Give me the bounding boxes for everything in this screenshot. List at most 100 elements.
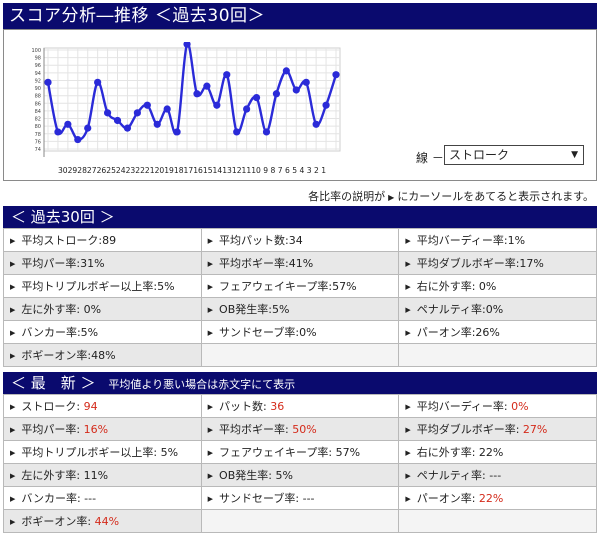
chevron-down-icon: ▼ — [571, 150, 578, 160]
stat-cell[interactable]: ▶ 平均トリプルボギー以上率:5% — [3, 274, 202, 298]
data-point — [243, 105, 251, 113]
latest-header-note: 平均値より悪い場合は赤文字にて表示 — [108, 378, 296, 391]
data-point — [332, 71, 340, 79]
data-point — [292, 86, 300, 94]
stat-cell[interactable]: ▶ OB発生率:5% — [200, 297, 400, 321]
data-point — [133, 109, 141, 117]
triangle-right-icon: ▶ — [207, 426, 214, 434]
stat-label: フェアウェイキープ率: — [219, 446, 336, 459]
stat-cell[interactable]: ▶ 左に外す率: 11% — [3, 463, 202, 487]
stat-cell[interactable]: ▶ ボギーオン率:48% — [3, 343, 202, 367]
stat-cell[interactable]: ▶ 平均バーディー率:1% — [398, 228, 597, 252]
stat-cell[interactable]: ▶ ストローク: 94 — [3, 394, 202, 418]
line-select-value: ストローク — [449, 148, 510, 162]
stat-cell[interactable]: ▶ 平均ストローク:89 — [3, 228, 202, 252]
triangle-right-icon: ▶ — [207, 403, 214, 411]
y-tick-label: 76 — [35, 139, 41, 145]
stat-cell[interactable]: ▶ 平均パット数:34 — [200, 228, 400, 252]
stat-cell[interactable]: ▶ 平均パー率:31% — [3, 251, 202, 275]
stat-text: 左に外す率: 0% — [21, 303, 102, 316]
triangle-right-icon: ▶ — [388, 193, 395, 202]
triangle-right-icon: ▶ — [207, 472, 214, 480]
stat-cell[interactable]: ▶ パット数: 36 — [200, 394, 400, 418]
data-point — [123, 124, 132, 132]
stat-text: 平均ダブルボギー率:17% — [416, 257, 544, 270]
triangle-right-icon: ▶ — [10, 518, 16, 526]
stat-text: 平均ボギー率:41% — [219, 257, 314, 270]
stat-text: フェアウェイキープ率:57% — [219, 280, 357, 293]
stat-cell[interactable]: ▶ 平均ボギー率: 50% — [200, 417, 400, 441]
stat-label: 平均トリプルボギー以上率: — [21, 446, 161, 459]
y-tick-label: 96 — [35, 63, 41, 69]
stats-row: ▶ 左に外す率: 0% ▶ OB発生率:5% ▶ ペナルティ率:0% — [3, 297, 597, 321]
stat-text: 平均バーディー率:1% — [416, 234, 526, 247]
stat-value: 22% — [478, 446, 504, 459]
stat-cell[interactable]: ▶ サンドセーブ率: --- — [200, 486, 400, 510]
triangle-right-icon: ▶ — [405, 495, 411, 503]
stat-cell[interactable]: ▶ 右に外す率: 0% — [398, 274, 597, 298]
triangle-right-icon: ▶ — [207, 306, 214, 314]
stat-label: 左に外す率: — [21, 469, 84, 482]
data-point — [272, 90, 281, 98]
stat-cell[interactable]: ▶ バンカー率:5% — [3, 320, 202, 344]
past30-stats-table: ▶ 平均ストローク:89 ▶ 平均パット数:34 ▶ 平均バーディー率:1% ▶ 平均パー率:… — [3, 228, 597, 367]
stat-value: 22% — [478, 492, 504, 505]
data-point — [193, 90, 201, 98]
y-tick-label: 88 — [35, 94, 41, 100]
empty-cell — [398, 509, 597, 533]
stat-label: サンドセーブ率: — [219, 492, 303, 505]
stat-cell[interactable]: ▶ パーオン率:26% — [398, 320, 597, 344]
stat-cell[interactable]: ▶ 平均ダブルボギー率:17% — [398, 251, 597, 275]
stat-cell[interactable]: ▶ 左に外す率: 0% — [3, 297, 202, 321]
stat-cell[interactable]: ▶ 平均トリプルボギー以上率: 5% — [3, 440, 202, 464]
stat-label: 平均ボギー率: — [219, 423, 293, 436]
stat-cell[interactable]: ▶ ボギーオン率: 44% — [3, 509, 202, 533]
stat-label: ペナルティ率: — [416, 469, 490, 482]
triangle-right-icon: ▶ — [10, 403, 16, 411]
stat-cell[interactable]: ▶ パーオン率: 22% — [398, 486, 597, 510]
stat-value: 16% — [83, 423, 109, 436]
data-point — [44, 78, 52, 86]
triangle-right-icon: ▶ — [405, 260, 411, 268]
stat-cell[interactable]: ▶ ペナルティ率:0% — [398, 297, 597, 321]
stat-cell[interactable]: ▶ ペナルティ率: --- — [398, 463, 597, 487]
stat-value: 36 — [270, 400, 285, 413]
stat-text: ボギーオン率:48% — [21, 349, 116, 362]
data-point — [233, 128, 241, 136]
stat-value: 5% — [275, 469, 293, 482]
data-point — [262, 128, 271, 136]
stat-cell[interactable]: ▶ 平均バーディー率: 0% — [398, 394, 597, 418]
stat-cell[interactable]: ▶ 平均ダブルボギー率: 27% — [398, 417, 597, 441]
stat-cell[interactable]: ▶ サンドセーブ率:0% — [200, 320, 400, 344]
latest-stats-table: ▶ ストローク: 94 ▶ パット数: 36 ▶ 平均バーディー率: 0% ▶ 平均パー率: … — [3, 394, 597, 533]
data-point — [302, 78, 310, 86]
triangle-right-icon: ▶ — [10, 306, 16, 314]
stats-row: ▶ 平均トリプルボギー以上率:5% ▶ フェアウェイキープ率:57% ▶ 右に外す率: 0… — [3, 274, 597, 298]
stat-cell[interactable]: ▶ 右に外す率: 22% — [398, 440, 597, 464]
data-point — [54, 128, 62, 136]
stat-label: ボギーオン率: — [21, 515, 95, 528]
triangle-right-icon: ▶ — [405, 283, 411, 291]
data-point — [113, 116, 122, 125]
hint-after: にカーソールをあてると表示されます。 — [397, 190, 594, 203]
stat-cell[interactable]: ▶ 平均パー率: 16% — [3, 417, 202, 441]
y-tick-label: 74 — [35, 147, 41, 153]
stat-cell[interactable]: ▶ 平均ボギー率:41% — [200, 251, 400, 275]
triangle-right-icon: ▶ — [405, 403, 411, 411]
stat-cell[interactable]: ▶ フェアウェイキープ率: 57% — [200, 440, 400, 464]
stat-cell[interactable]: ▶ バンカー率: --- — [3, 486, 202, 510]
y-tick-label: 84 — [35, 109, 41, 115]
stats-row: ▶ ボギーオン率:48% — [3, 343, 597, 367]
stat-label: 平均バーディー率: — [416, 400, 512, 413]
triangle-right-icon: ▶ — [405, 472, 411, 480]
data-point — [312, 120, 320, 128]
triangle-right-icon: ▶ — [10, 449, 16, 457]
stat-cell[interactable]: ▶ OB発生率: 5% — [200, 463, 400, 487]
stat-cell[interactable]: ▶ フェアウェイキープ率:57% — [200, 274, 400, 298]
triangle-right-icon: ▶ — [10, 329, 16, 337]
stat-label: パーオン率: — [416, 492, 479, 505]
line-select-dropdown[interactable]: ストローク ▼ — [444, 145, 584, 165]
past30-header: ＜ 過去30回 ＞ — [3, 206, 597, 228]
page-title: スコア分析―推移 ＜過去30回＞ — [3, 3, 597, 29]
